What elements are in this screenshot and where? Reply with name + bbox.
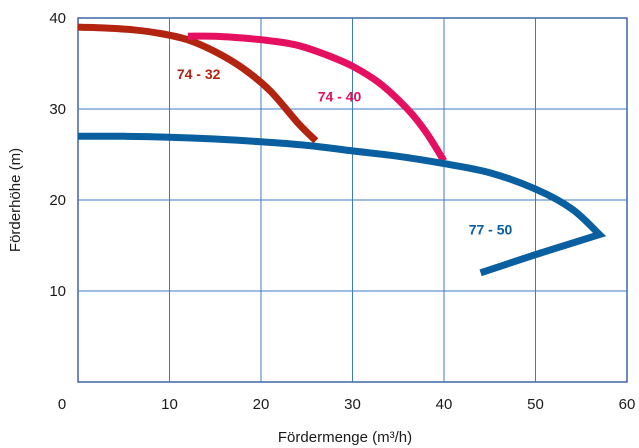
x-tick-label: 60: [619, 396, 636, 413]
x-tick-label: 30: [344, 396, 361, 413]
series-labels: 74 - 32 74 - 40 77 - 50: [177, 66, 513, 238]
x-tick-label: 40: [436, 396, 453, 413]
series-curves: [77, 23, 607, 277]
y-axis-title: Förderhöhe (m): [7, 148, 24, 252]
series-curve-74-32: [77, 23, 319, 144]
y-tick-label: 30: [49, 101, 66, 118]
x-tick-label: 10: [161, 396, 178, 413]
x-axis-title: Fördermenge (m³/h): [278, 429, 412, 446]
series-label: 74 - 40: [318, 89, 362, 105]
x-tick-label: 50: [527, 396, 544, 413]
y-tick-label: 10: [49, 283, 66, 300]
series-curve-74-40: [187, 32, 447, 163]
y-tick-label: 40: [49, 10, 66, 27]
y-tick-labels: 10 20 30 40: [49, 10, 66, 300]
x-tick-label: 0: [58, 396, 66, 413]
series-label: 77 - 50: [469, 222, 513, 238]
x-tick-label: 20: [253, 396, 270, 413]
series-curve-77-50: [77, 132, 607, 277]
y-tick-label: 20: [49, 192, 66, 209]
series-label: 74 - 32: [177, 66, 221, 82]
x-tick-labels: 0 10 20 30 40 50 60: [58, 396, 636, 413]
